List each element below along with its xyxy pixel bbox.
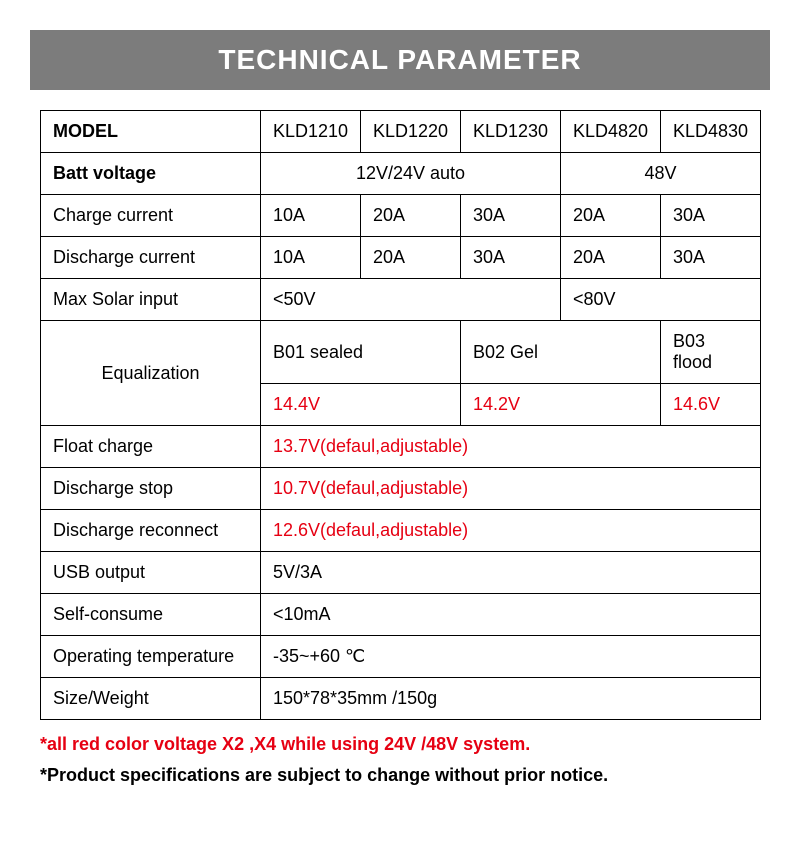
discharge-1: 20A — [361, 237, 461, 279]
model-1: KLD1220 — [361, 111, 461, 153]
eq-b03-label: B03 flood — [661, 321, 761, 384]
row-operating-temp: Operating temperature -35~+60 ℃ — [41, 636, 761, 678]
model-0: KLD1210 — [261, 111, 361, 153]
row-batt-voltage: Batt voltage 12V/24V auto 48V — [41, 153, 761, 195]
row-charge-current: Charge current 10A 20A 30A 20A 30A — [41, 195, 761, 237]
charge-4: 30A — [661, 195, 761, 237]
row-discharge-reconnect: Discharge reconnect 12.6V(defaul,adjusta… — [41, 510, 761, 552]
model-2: KLD1230 — [461, 111, 561, 153]
eq-b02-val: 14.2V — [461, 384, 661, 426]
val-operating-temp: -35~+60 ℃ — [261, 636, 761, 678]
eq-b03-val: 14.6V — [661, 384, 761, 426]
charge-0: 10A — [261, 195, 361, 237]
batt-voltage-g2: 48V — [561, 153, 761, 195]
label-discharge-stop: Discharge stop — [41, 468, 261, 510]
discharge-0: 10A — [261, 237, 361, 279]
max-solar-g2: <80V — [561, 279, 761, 321]
title-banner: TECHNICAL PARAMETER — [30, 30, 770, 90]
label-operating-temp: Operating temperature — [41, 636, 261, 678]
label-equalization: Equalization — [41, 321, 261, 426]
row-size-weight: Size/Weight 150*78*35mm /150g — [41, 678, 761, 720]
charge-1: 20A — [361, 195, 461, 237]
label-discharge-reconnect: Discharge reconnect — [41, 510, 261, 552]
label-max-solar: Max Solar input — [41, 279, 261, 321]
spec-table: MODEL KLD1210 KLD1220 KLD1230 KLD4820 KL… — [40, 110, 761, 720]
label-usb-output: USB output — [41, 552, 261, 594]
charge-2: 30A — [461, 195, 561, 237]
row-discharge-stop: Discharge stop 10.7V(defaul,adjustable) — [41, 468, 761, 510]
row-max-solar: Max Solar input <50V <80V — [41, 279, 761, 321]
batt-voltage-g1: 12V/24V auto — [261, 153, 561, 195]
eq-b02-label: B02 Gel — [461, 321, 661, 384]
charge-3: 20A — [561, 195, 661, 237]
max-solar-g1: <50V — [261, 279, 561, 321]
row-usb-output: USB output 5V/3A — [41, 552, 761, 594]
val-usb-output: 5V/3A — [261, 552, 761, 594]
eq-b01-label: B01 sealed — [261, 321, 461, 384]
label-charge-current: Charge current — [41, 195, 261, 237]
discharge-2: 30A — [461, 237, 561, 279]
val-discharge-stop: 10.7V(defaul,adjustable) — [261, 468, 761, 510]
discharge-3: 20A — [561, 237, 661, 279]
discharge-4: 30A — [661, 237, 761, 279]
row-discharge-current: Discharge current 10A 20A 30A 20A 30A — [41, 237, 761, 279]
model-3: KLD4820 — [561, 111, 661, 153]
val-size-weight: 150*78*35mm /150g — [261, 678, 761, 720]
label-batt-voltage: Batt voltage — [41, 153, 261, 195]
label-float-charge: Float charge — [41, 426, 261, 468]
row-equalization-labels: Equalization B01 sealed B02 Gel B03 floo… — [41, 321, 761, 384]
val-self-consume: <10mA — [261, 594, 761, 636]
val-discharge-reconnect: 12.6V(defaul,adjustable) — [261, 510, 761, 552]
label-model: MODEL — [41, 111, 261, 153]
val-float-charge: 13.7V(defaul,adjustable) — [261, 426, 761, 468]
footnote-red: *all red color voltage X2 ,X4 while usin… — [40, 734, 760, 755]
row-model: MODEL KLD1210 KLD1220 KLD1230 KLD4820 KL… — [41, 111, 761, 153]
label-discharge-current: Discharge current — [41, 237, 261, 279]
eq-b01-val: 14.4V — [261, 384, 461, 426]
label-self-consume: Self-consume — [41, 594, 261, 636]
label-size-weight: Size/Weight — [41, 678, 261, 720]
row-self-consume: Self-consume <10mA — [41, 594, 761, 636]
model-4: KLD4830 — [661, 111, 761, 153]
row-float-charge: Float charge 13.7V(defaul,adjustable) — [41, 426, 761, 468]
footnote-black: *Product specifications are subject to c… — [40, 765, 760, 786]
